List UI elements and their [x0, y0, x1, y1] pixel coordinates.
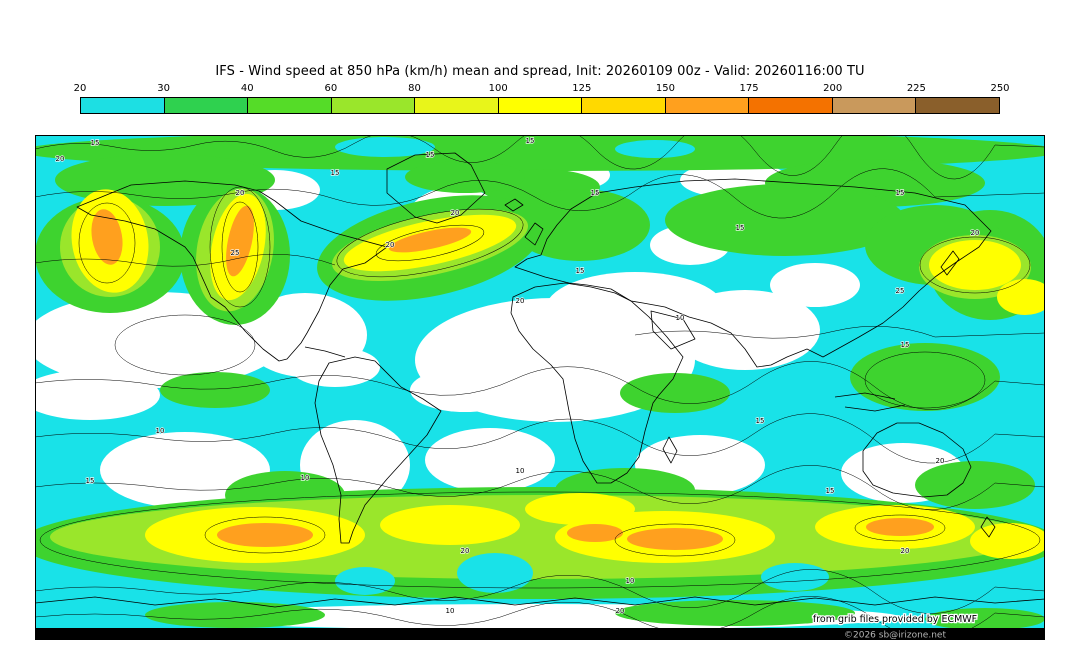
contour-label: 20 — [936, 457, 945, 465]
cyan-gap-regions — [335, 137, 829, 595]
colorbar-segment — [581, 98, 665, 113]
contour-label: 20 — [971, 229, 980, 237]
coast-britain — [524, 222, 544, 246]
contour-label: 20 — [386, 241, 395, 249]
colorbar-tick-label: 250 — [990, 83, 1010, 94]
coast-japan — [940, 250, 960, 276]
colorbar-tick-label: 150 — [655, 83, 675, 94]
orange-cores — [91, 205, 934, 550]
coast-greenland — [386, 152, 486, 224]
contour-label: 20 — [451, 209, 460, 217]
colorbar-tick-label: 80 — [408, 83, 421, 94]
world-map: 15 20 20 15 15 15 20 15 15 15 20 25 20 15 20 10 25 15 10 15… — [35, 135, 1045, 640]
coast-indonesia — [834, 392, 906, 412]
colorbar-segment — [664, 98, 749, 113]
contour-label: 20 — [461, 547, 470, 555]
colorbar-segment — [247, 98, 331, 113]
coast-eurasia — [514, 178, 992, 368]
colorbar-segment — [330, 98, 415, 113]
contour-label: 15 — [426, 151, 435, 159]
contour-label: 20 — [236, 189, 245, 197]
coast-africa — [510, 282, 684, 484]
contour-label: 10 — [626, 577, 635, 585]
contour-labels: 15 20 20 15 15 15 20 15 15 15 20 25 20 15 20 10 25 15 10 15… — [55, 136, 980, 615]
colorbar-segments — [80, 97, 1000, 114]
colorbar-tick-label: 200 — [823, 83, 843, 94]
map-frame — [35, 135, 1045, 640]
colorbar-tick-label: 60 — [324, 83, 338, 94]
colorbar-tick-label: 20 — [73, 83, 87, 94]
wind-speed-map-svg: 15 20 20 15 15 15 20 15 15 15 20 25 20 15 20 10 25 15 10 15… — [35, 135, 1045, 640]
colorbar-segment — [163, 98, 248, 113]
contour-label: 20 — [516, 297, 525, 305]
colorbar-tick-label: 125 — [572, 83, 592, 94]
colorbar-ticks: 20 30 40 60 80 100 125 150 175 200 225 250 — [74, 83, 1010, 97]
contour-label: 20 — [56, 155, 65, 163]
colorbar-tick-label: 40 — [240, 83, 254, 94]
colorbar-segment — [497, 98, 582, 113]
contour-label: 15 — [576, 267, 585, 275]
contour-label: 25 — [896, 287, 905, 295]
bottom-bar — [35, 628, 1045, 640]
colorbar-segment — [831, 98, 916, 113]
coast-madagascar — [662, 436, 678, 464]
credit-text: from grib files provided by ECMWF — [813, 614, 977, 625]
contour-label: 25 — [231, 249, 240, 257]
contour-label: 15 — [756, 417, 765, 425]
contour-label: 15 — [91, 139, 100, 147]
copyright-text: ©2026 sb@irizone.net — [844, 631, 946, 641]
contour-label: 15 — [331, 169, 340, 177]
coast-arabia — [650, 310, 696, 350]
coast-australia — [862, 422, 972, 498]
contour-label: 10 — [446, 607, 455, 615]
coast-south-america — [314, 356, 442, 544]
contour-lines — [35, 135, 1045, 639]
coast-caribbean — [304, 346, 346, 358]
coastlines — [35, 152, 1045, 608]
coast-antarctica — [35, 596, 1045, 608]
colorbar-segment — [915, 98, 1000, 113]
coast-new-zealand — [980, 516, 996, 538]
contour-label: 20 — [901, 547, 910, 555]
contour-label: 10 — [676, 314, 685, 322]
colorbar-segment — [748, 98, 832, 113]
colorbar-tick-label: 30 — [157, 83, 170, 94]
contour-label: 15 — [896, 189, 905, 197]
contour-label: 15 — [86, 477, 95, 485]
colorbar-segment — [414, 98, 498, 113]
chart-title: IFS - Wind speed at 850 hPa (km/h) mean … — [215, 64, 865, 79]
colorbar-tick-label: 175 — [739, 83, 759, 94]
contour-label: 15 — [826, 487, 835, 495]
colorbar: 20 30 40 60 80 100 125 150 175 200 225 250 — [74, 83, 1010, 114]
contour-label: 10 — [156, 427, 165, 435]
contour-label: 15 — [736, 224, 745, 232]
colorbar-tick-label: 225 — [906, 83, 926, 94]
contour-label: 15 — [901, 341, 910, 349]
contour-label: 10 — [516, 467, 525, 475]
coast-iceland — [504, 198, 524, 212]
colorbar-tick-label: 100 — [488, 83, 508, 94]
colorbar-segment — [81, 98, 164, 113]
contour-label: 15 — [526, 137, 535, 145]
coast-north-america — [76, 180, 388, 362]
contour-label: 20 — [616, 607, 625, 615]
contour-label: 10 — [301, 474, 310, 482]
contour-label: 15 — [591, 189, 600, 197]
